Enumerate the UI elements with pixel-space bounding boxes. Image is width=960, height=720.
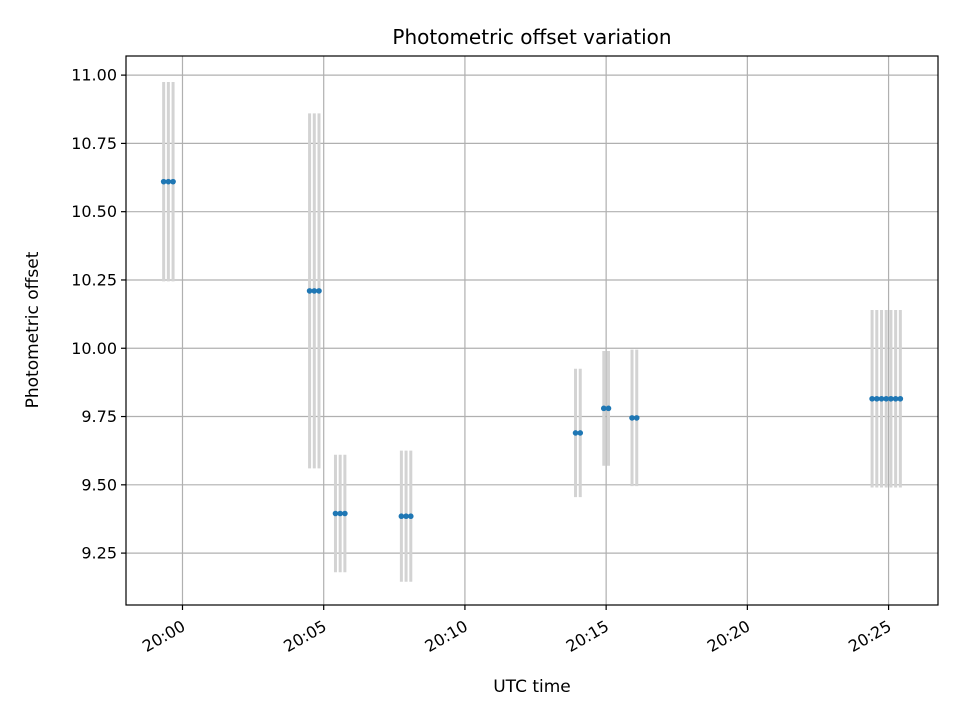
- data-point: [398, 513, 405, 520]
- y-tick-label: 9.25: [81, 544, 117, 563]
- data-point: [572, 430, 579, 436]
- data-point: [311, 288, 318, 294]
- y-axis-label: Photometric offset: [23, 251, 43, 408]
- y-tick-label: 10.50: [71, 202, 117, 221]
- data-point: [342, 510, 348, 517]
- data-point: [878, 395, 885, 402]
- data-point: [316, 288, 322, 294]
- data-points: [160, 178, 904, 520]
- data-point: [407, 513, 414, 520]
- y-tick-label: 10.00: [71, 339, 117, 358]
- data-point: [577, 430, 584, 436]
- chart-title: Photometric offset variation: [392, 25, 671, 49]
- data-point: [892, 395, 899, 402]
- y-tick-label: 10.25: [71, 270, 117, 289]
- y-tick-label: 11.00: [71, 66, 117, 85]
- y-tick-label: 9.75: [81, 407, 117, 426]
- y-tick-label: 9.50: [81, 475, 117, 494]
- data-point: [337, 510, 343, 517]
- data-point: [332, 510, 339, 517]
- data-point: [897, 395, 904, 402]
- data-point: [600, 405, 607, 412]
- plot-frame: [125, 55, 939, 606]
- data-point: [165, 178, 172, 185]
- x-axis-label: UTC time: [493, 677, 571, 697]
- data-point: [605, 405, 612, 412]
- data-point: [170, 178, 176, 185]
- data-point: [888, 395, 894, 402]
- data-point: [869, 395, 875, 402]
- y-tick-label: 10.75: [71, 134, 117, 153]
- data-point: [403, 513, 409, 520]
- data-point: [874, 395, 880, 402]
- data-point: [633, 415, 640, 421]
- data-point: [883, 395, 890, 402]
- data-point: [306, 288, 313, 294]
- data-point: [160, 178, 167, 185]
- y-axis: 9.25 9.50 9.75 10.00 10.25 10.50 10.75 11.00: [71, 66, 126, 563]
- grid: [126, 56, 938, 605]
- data-point: [629, 415, 635, 421]
